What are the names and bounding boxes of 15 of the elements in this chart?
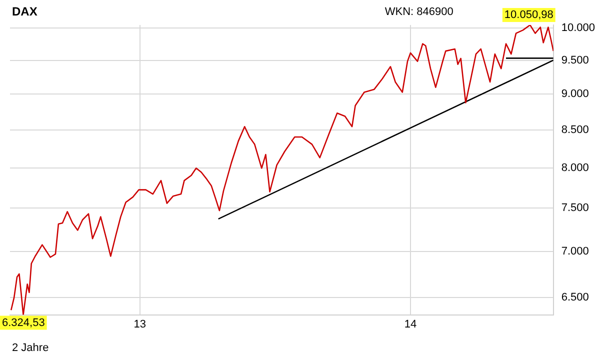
text: 2 Jahre [12, 342, 49, 354]
annotation: 6.324,53 [2, 316, 45, 329]
y-tick-label: 10.000 [561, 22, 596, 34]
y-tick-label: 7.500 [561, 202, 589, 214]
y-tick-label: 9.500 [561, 54, 589, 66]
annotation: 10.050,98 [504, 9, 554, 22]
y-tick-label: 6.500 [561, 292, 589, 304]
y-tick-label: 8.000 [561, 162, 589, 174]
text: WKN: 846900 [384, 6, 454, 18]
x-tick-label: 13 [134, 318, 146, 330]
y-tick-label: 8.500 [561, 124, 589, 136]
x-tick-label: 14 [404, 318, 417, 330]
chart-title: DAX [12, 4, 38, 18]
y-tick-label: 7.000 [561, 245, 589, 258]
y-tick-label: 9.000 [561, 88, 589, 100]
